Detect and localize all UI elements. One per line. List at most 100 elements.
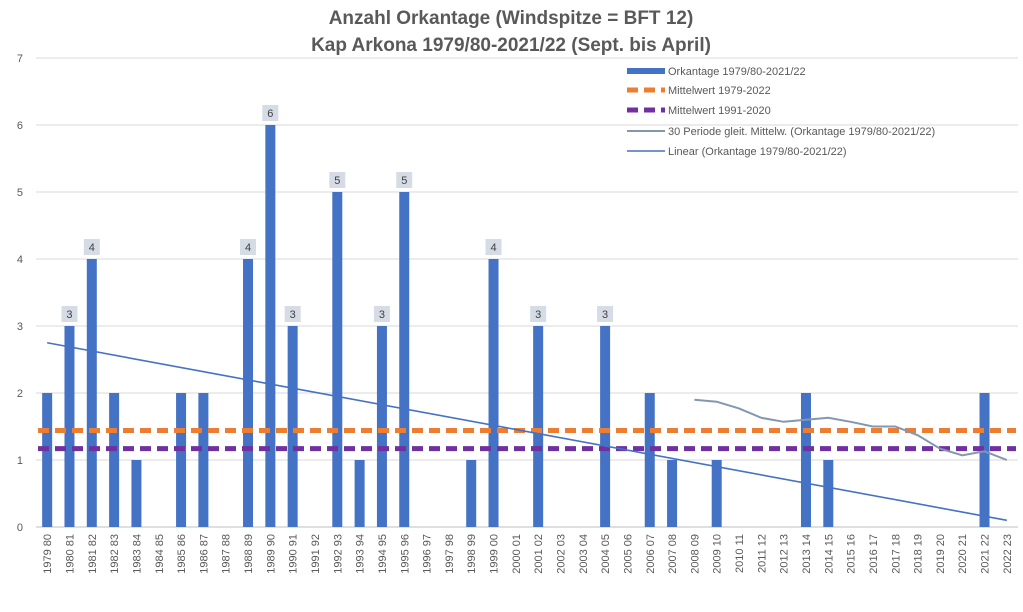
x-tick-label: 2000 01 bbox=[511, 534, 523, 574]
data-label-box bbox=[61, 306, 78, 322]
x-tick-label: 2001 02 bbox=[533, 534, 545, 574]
x-tick-label: 2016 17 bbox=[868, 534, 880, 574]
bar bbox=[488, 259, 499, 527]
data-labels: 3 4 4 6 3 5 3 5 4 3 3 bbox=[61, 105, 614, 322]
x-tick-label: 1983 84 bbox=[131, 534, 143, 574]
chart-title: Anzahl Orkantage (Windspitze = BFT 12) bbox=[329, 8, 694, 29]
bar bbox=[131, 460, 142, 527]
x-axis: 1979 80 1980 81 1981 82 1982 83 1983 84 1984 … bbox=[42, 534, 1014, 574]
y-tick-label: 5 bbox=[17, 187, 23, 199]
legend: Orkantage 1979/80-2021/22 Mittelwert 197… bbox=[627, 66, 935, 158]
data-label: 4 bbox=[89, 242, 95, 254]
x-tick-label: 2012 13 bbox=[779, 534, 791, 574]
bar bbox=[533, 326, 544, 527]
x-tick-label: 1999 00 bbox=[489, 534, 501, 574]
data-label-box bbox=[530, 306, 547, 322]
x-tick-label: 2008 09 bbox=[689, 534, 701, 574]
data-label-box bbox=[485, 239, 502, 255]
chart-subtitle: Kap Arkona 1979/80-2021/22 (Sept. bis Ap… bbox=[311, 35, 711, 56]
x-tick-label: 1987 88 bbox=[221, 534, 233, 574]
bar bbox=[600, 326, 611, 527]
data-label-box bbox=[373, 306, 390, 322]
x-tick-label: 1990 91 bbox=[288, 534, 300, 574]
data-label: 3 bbox=[602, 309, 608, 321]
x-tick-label: 1986 87 bbox=[198, 534, 210, 574]
y-tick-label: 4 bbox=[17, 254, 23, 266]
bar bbox=[823, 460, 834, 527]
x-tick-label: 1980 81 bbox=[64, 534, 76, 574]
y-tick-label: 0 bbox=[17, 522, 23, 534]
x-tick-label: 1997 98 bbox=[444, 534, 456, 574]
bar bbox=[64, 326, 75, 527]
x-tick-label: 2015 16 bbox=[846, 534, 858, 574]
bar bbox=[399, 192, 410, 527]
y-tick-label: 7 bbox=[17, 53, 23, 65]
x-tick-label: 1998 99 bbox=[466, 534, 478, 574]
moving-average-line bbox=[694, 398, 1008, 461]
bar bbox=[243, 259, 254, 527]
x-tick-label: 2022 23 bbox=[1002, 534, 1014, 574]
x-tick-label: 1995 96 bbox=[399, 534, 411, 574]
data-label: 3 bbox=[290, 309, 296, 321]
bar bbox=[42, 393, 53, 527]
x-tick-label: 2009 10 bbox=[712, 534, 724, 574]
x-tick-label: 2011 12 bbox=[756, 534, 768, 573]
x-tick-label: 2020 21 bbox=[957, 534, 969, 574]
x-tick-label: 1984 85 bbox=[154, 534, 166, 574]
x-tick-label: 1981 82 bbox=[87, 534, 99, 574]
y-tick-label: 3 bbox=[17, 321, 23, 333]
data-label-box bbox=[597, 306, 614, 322]
x-tick-label: 1982 83 bbox=[109, 534, 121, 574]
x-tick-label: 2006 07 bbox=[645, 534, 657, 574]
x-tick-label: 1988 89 bbox=[243, 534, 255, 574]
legend-label-bars: Orkantage 1979/80-2021/22 bbox=[668, 66, 806, 78]
x-tick-label: 2010 11 bbox=[734, 534, 746, 573]
bar bbox=[109, 393, 120, 527]
x-tick-label: 2021 22 bbox=[980, 534, 992, 574]
bar bbox=[466, 460, 477, 527]
data-label: 5 bbox=[334, 175, 340, 187]
legend-label-moving-average: 30 Periode gleit. Mittelw. (Orkantage 19… bbox=[668, 126, 935, 138]
x-tick-label: 2003 04 bbox=[578, 534, 590, 574]
bar bbox=[354, 460, 365, 527]
x-tick-label: 2017 18 bbox=[890, 534, 902, 574]
x-tick-label: 2018 19 bbox=[913, 534, 925, 574]
y-axis: 0 1 2 3 4 5 6 7 bbox=[17, 53, 23, 534]
data-label: 3 bbox=[379, 309, 385, 321]
legend-label-mean-1991-2020: Mittelwert 1991-2020 bbox=[668, 105, 771, 117]
x-tick-label: 1992 93 bbox=[332, 534, 344, 574]
x-tick-label: 1985 86 bbox=[176, 534, 188, 574]
x-tick-label: 1993 94 bbox=[355, 534, 367, 574]
x-tick-label: 2019 20 bbox=[935, 534, 947, 574]
bar bbox=[332, 192, 343, 527]
data-label-box bbox=[284, 306, 301, 322]
legend-label-linear-trend: Linear (Orkantage 1979/80-2021/22) bbox=[668, 146, 847, 158]
x-tick-label: 2013 14 bbox=[801, 534, 813, 574]
y-tick-label: 1 bbox=[17, 455, 23, 467]
x-tick-label: 2002 03 bbox=[555, 534, 567, 574]
data-label-box bbox=[83, 239, 100, 255]
bar bbox=[644, 393, 655, 527]
bar bbox=[979, 393, 990, 527]
legend-label-mean-1979-2022: Mittelwert 1979-2022 bbox=[668, 85, 771, 97]
bar bbox=[667, 460, 678, 527]
x-tick-label: 2005 06 bbox=[622, 534, 634, 574]
x-tick-label: 1996 97 bbox=[422, 534, 434, 574]
bar bbox=[800, 393, 811, 527]
x-tick-label: 1991 92 bbox=[310, 534, 322, 574]
data-label: 4 bbox=[245, 242, 251, 254]
lines bbox=[38, 341, 1016, 522]
bar bbox=[376, 326, 387, 527]
data-label: 4 bbox=[490, 242, 496, 254]
bar bbox=[176, 393, 187, 527]
data-label: 5 bbox=[401, 175, 407, 187]
bar bbox=[198, 393, 209, 527]
bar bbox=[265, 125, 276, 527]
linear-trend-line bbox=[47, 341, 1007, 522]
data-label: 6 bbox=[267, 108, 273, 120]
data-label-box bbox=[329, 172, 346, 188]
data-label-box bbox=[396, 172, 413, 188]
y-tick-label: 2 bbox=[17, 388, 23, 400]
x-tick-label: 2007 08 bbox=[667, 534, 679, 574]
data-label: 3 bbox=[535, 309, 541, 321]
